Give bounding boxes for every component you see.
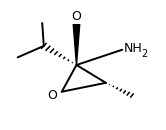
Text: 2: 2 bbox=[141, 48, 148, 58]
Text: NH: NH bbox=[124, 42, 143, 55]
Polygon shape bbox=[73, 24, 80, 65]
Text: O: O bbox=[72, 10, 81, 23]
Text: O: O bbox=[47, 89, 57, 102]
